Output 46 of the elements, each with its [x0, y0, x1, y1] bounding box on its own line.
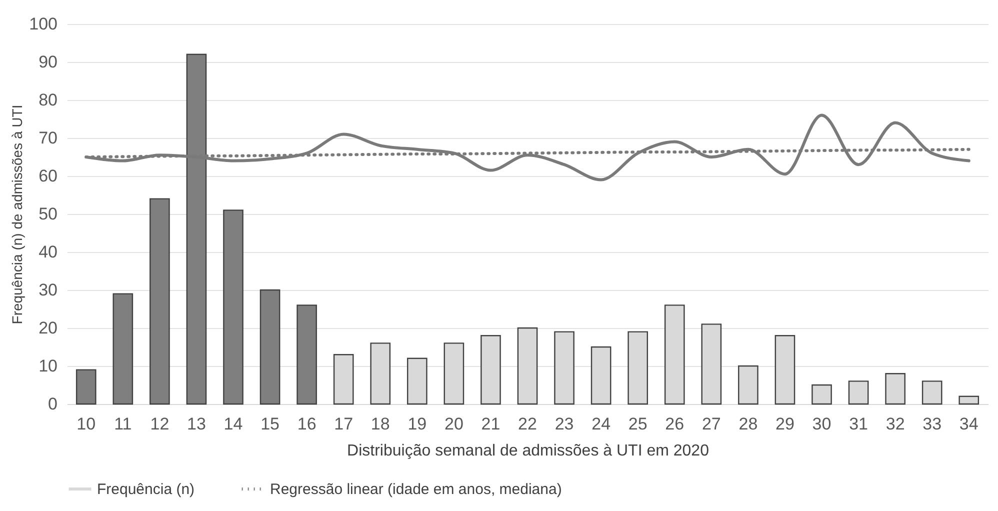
x-tick-label: 15 [260, 414, 280, 434]
bar [112, 293, 134, 405]
legend-label: Regressão linear (idade em anos, mediana) [270, 481, 562, 498]
x-tick-label: 17 [334, 414, 354, 434]
bar [223, 210, 244, 405]
y-tick-label: 70 [38, 128, 58, 148]
y-tick-label: 100 [29, 14, 58, 34]
x-tick-label: 31 [849, 414, 868, 434]
x-tick-label: 32 [886, 414, 905, 434]
y-tick-label: 40 [38, 242, 58, 262]
x-axis-title: Distribuição semanal de admissões à UTI em 2020 [347, 442, 710, 460]
bar [76, 369, 96, 405]
x-tick-label: 11 [114, 414, 132, 434]
bar [150, 198, 170, 405]
bar [296, 304, 317, 405]
y-tick-label: 90 [38, 52, 58, 72]
x-tick-label: 12 [150, 414, 170, 434]
x-tick-label: 13 [187, 414, 206, 434]
y-tick-label: 20 [38, 318, 58, 338]
x-tick-label: 18 [370, 414, 390, 434]
legend-label: Frequência (n) [97, 481, 195, 498]
y-axis-title: Frequência (n) de admissões à UTI [9, 104, 26, 324]
x-tick-label: 23 [554, 414, 574, 434]
x-tick-label: 14 [224, 414, 243, 434]
x-tick-label: 21 [481, 414, 500, 434]
x-tick-label: 25 [628, 414, 648, 434]
y-tick-label: 80 [38, 90, 58, 110]
x-tick-label: 16 [297, 414, 316, 434]
y-tick-label: 30 [38, 280, 58, 300]
x-tick-label: 28 [738, 414, 758, 434]
y-tick-label: 10 [38, 356, 58, 376]
x-tick-label: 24 [592, 414, 611, 434]
x-tick-label: 20 [444, 414, 464, 434]
x-tick-label: 10 [76, 414, 96, 434]
x-tick-label: 29 [776, 414, 794, 434]
bar [260, 289, 280, 405]
y-tick-label: 50 [38, 204, 58, 224]
y-tick-label: 0 [48, 394, 58, 414]
x-tick-label: 19 [408, 414, 427, 434]
x-tick-label: 33 [922, 414, 942, 434]
x-tick-label: 27 [702, 414, 721, 434]
x-tick-label: 22 [518, 414, 537, 434]
x-tick-label: 26 [665, 414, 684, 434]
y-tick-label: 60 [38, 166, 58, 186]
x-tick-label: 30 [812, 414, 832, 434]
x-tick-label: 34 [959, 414, 978, 434]
